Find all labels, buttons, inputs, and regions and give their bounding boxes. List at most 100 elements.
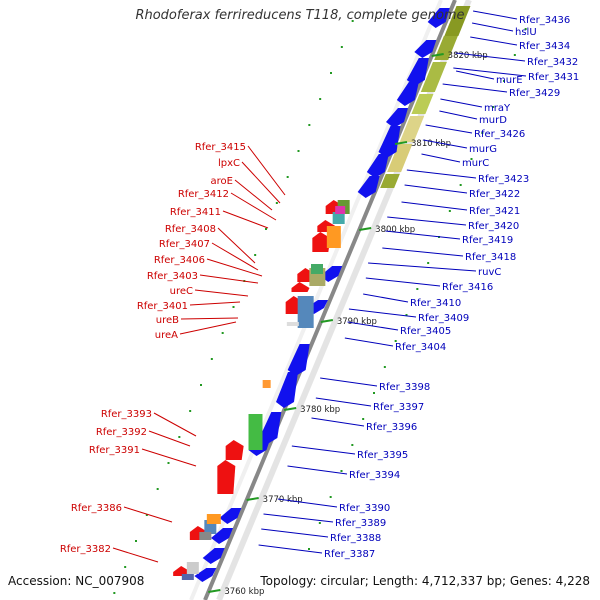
- gene-label-right: Rfer_3394: [349, 470, 400, 481]
- gene-label-right: Rfer_3426: [474, 129, 525, 140]
- leader-line: [471, 22, 514, 32]
- feature-block: [332, 212, 345, 224]
- track-dot: [124, 566, 127, 568]
- gene-label-left: Rfer_3391: [89, 445, 140, 456]
- gene-label-right: murD: [479, 115, 507, 126]
- shading-track: [189, 0, 443, 600]
- feature-block: [326, 226, 341, 248]
- track-dot: [427, 262, 430, 264]
- feature-block: [248, 414, 263, 450]
- gene-label-left: aroE: [211, 176, 233, 187]
- reverse-gene-arrow: [427, 8, 450, 28]
- leader-line: [263, 513, 334, 523]
- gene-label-right: Rfer_3416: [442, 282, 493, 293]
- scale-tick: [431, 53, 444, 57]
- reverse-gene-arrow: [396, 82, 419, 106]
- feature-block: [335, 206, 346, 214]
- gene-label-right: Rfer_3387: [324, 549, 375, 560]
- track-dot: [329, 496, 332, 498]
- leader-line: [230, 192, 277, 221]
- leader-line: [206, 258, 263, 277]
- gene-label-right: murE: [496, 75, 523, 86]
- leader-line: [199, 274, 259, 284]
- track-dot: [330, 72, 332, 74]
- leader-line: [368, 262, 477, 272]
- scale-tick: [320, 319, 333, 323]
- leader-line: [470, 36, 518, 46]
- gene-label-right: Rfer_3409: [418, 313, 469, 324]
- leader-line: [287, 465, 348, 475]
- forward-gene-arrow: [312, 232, 331, 252]
- leader-line: [211, 242, 259, 271]
- genome-stats: Topology: circular; Length: 4,712,337 bp…: [260, 574, 590, 588]
- leader-line: [421, 153, 461, 163]
- gene-label-left: Rfer_3415: [195, 142, 246, 153]
- leader-line: [453, 67, 527, 77]
- leader-line: [258, 544, 323, 554]
- scale-label: 3800 kbp: [375, 225, 415, 235]
- leader-line: [406, 169, 477, 179]
- scale-tick: [394, 141, 408, 145]
- gene-label-right: Rfer_3431: [528, 72, 579, 83]
- track-dot: [297, 150, 300, 152]
- scale-label: 3820 kbp: [448, 51, 488, 61]
- leader-line: [315, 397, 372, 407]
- gene-label-right: Rfer_3422: [469, 189, 520, 200]
- track-dot: [513, 54, 516, 56]
- leader-line: [455, 70, 495, 80]
- track-dot: [308, 124, 311, 126]
- feature-block: [199, 532, 212, 540]
- track-dot: [113, 592, 116, 594]
- genome-title: Rhodoferax ferrireducens T118, complete …: [135, 8, 465, 23]
- reverse-gene-arrow: [357, 176, 380, 198]
- gene-label-left: Rfer_3406: [154, 255, 205, 266]
- track-dot: [167, 462, 170, 464]
- gene-label-left: Rfer_3411: [170, 207, 221, 218]
- track-dot: [189, 410, 192, 412]
- gene-label-right: Rfer_3432: [527, 57, 578, 68]
- leader-line: [189, 301, 241, 306]
- leader-line: [222, 210, 269, 229]
- leader-line: [311, 417, 365, 427]
- scale-label: 3780 kbp: [300, 405, 340, 415]
- forward-gene-arrow: [291, 282, 310, 292]
- feature-block: [311, 264, 323, 274]
- leader-line: [179, 321, 237, 335]
- track-dot: [351, 444, 354, 446]
- gene-label-right: Rfer_3395: [357, 450, 408, 461]
- track-dot: [265, 228, 267, 230]
- gene-label-left: Rfer_3408: [165, 224, 216, 235]
- gene-label-right: Rfer_3397: [373, 402, 424, 413]
- reverse-gene-arrow: [211, 528, 233, 544]
- track-dot: [221, 332, 224, 334]
- track-dot: [232, 306, 235, 308]
- feature-block: [206, 514, 221, 524]
- reverse-gene-arrow: [366, 154, 389, 178]
- gene-label-left: ureB: [156, 315, 179, 326]
- gc-content-block: [411, 94, 434, 114]
- gene-label-left: Rfer_3392: [96, 427, 147, 438]
- gene-label-right: Rfer_3418: [465, 252, 516, 263]
- gene-label-right: Rfer_3434: [519, 41, 570, 52]
- track-dot: [340, 46, 343, 48]
- track-dot: [340, 470, 343, 472]
- reverse-gene-arrow: [320, 266, 343, 282]
- feature-block: [262, 380, 271, 388]
- reverse-gene-arrow: [219, 508, 242, 524]
- gc-content-block: [380, 174, 400, 188]
- leader-line: [148, 430, 191, 447]
- scale-tick: [246, 497, 259, 501]
- leader-line: [439, 110, 478, 120]
- forward-gene-arrow: [225, 440, 244, 460]
- gc-content-block: [387, 144, 413, 172]
- track-dot: [319, 98, 322, 100]
- gene-label-left: Rfer_3401: [137, 301, 188, 312]
- gene-label-right: Rfer_3389: [335, 518, 386, 529]
- scale-tick: [359, 227, 372, 231]
- reverse-gene-arrow: [406, 58, 429, 86]
- leader-line: [440, 98, 483, 108]
- leader-line: [141, 448, 197, 467]
- gene-label-left: lpxC: [218, 158, 240, 169]
- gene-label-right: Rfer_3423: [478, 174, 529, 185]
- feature-block: [181, 574, 194, 580]
